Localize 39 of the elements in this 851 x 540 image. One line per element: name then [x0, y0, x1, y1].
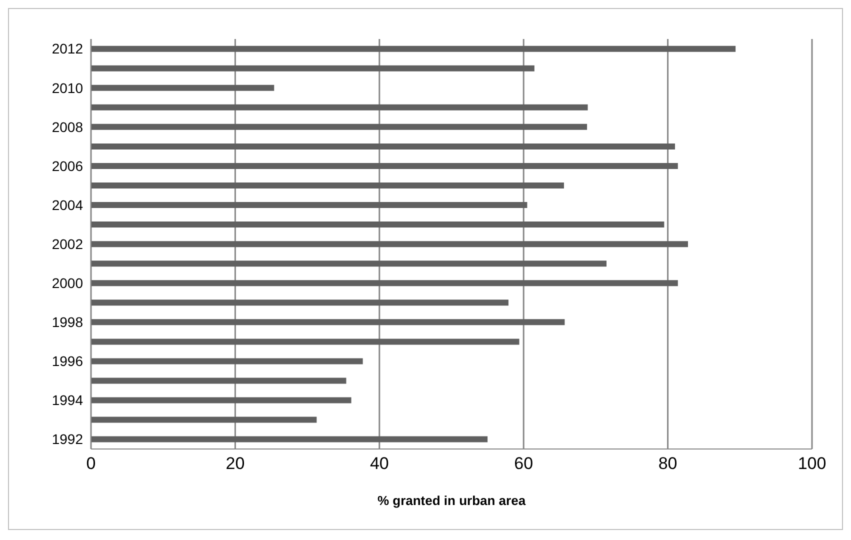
- bar: [91, 378, 346, 384]
- bar: [91, 358, 363, 364]
- bar: [91, 202, 528, 208]
- x-tick-label: 100: [798, 454, 826, 474]
- bar: [91, 241, 688, 248]
- y-tick-label: 2002: [52, 236, 84, 252]
- x-tick-label: 80: [658, 454, 678, 474]
- x-tick-label: 20: [226, 454, 245, 474]
- x-tick-label: 0: [86, 454, 96, 474]
- y-tick-label: 2004: [52, 196, 84, 213]
- bar: [91, 436, 488, 442]
- bar: [91, 84, 274, 91]
- bar: [91, 124, 588, 130]
- y-tick-label: 2008: [52, 118, 84, 135]
- bar: [91, 143, 676, 150]
- y-tick-label: 2000: [52, 275, 84, 292]
- bar: [91, 300, 508, 306]
- x-tick-label: 60: [514, 454, 534, 474]
- bar: [91, 46, 736, 52]
- bar: [91, 338, 520, 345]
- bar: [91, 65, 534, 72]
- bar: [91, 280, 678, 286]
- y-tick-label: 2010: [52, 80, 84, 96]
- y-tick-label: 1992: [52, 431, 84, 448]
- y-tick-label: 1996: [52, 353, 84, 370]
- x-axis-title: % granted in urban area: [377, 493, 526, 508]
- bar: [91, 260, 607, 267]
- x-tick-label: 40: [370, 454, 389, 474]
- bar: [91, 319, 565, 326]
- bar: [91, 162, 678, 169]
- y-tick-label: 2006: [52, 158, 84, 174]
- bar: [91, 182, 564, 188]
- bar: [91, 104, 588, 110]
- y-tick-label: 1994: [52, 392, 84, 408]
- y-tick-label: 1998: [52, 314, 84, 330]
- bar: [91, 397, 352, 404]
- bar: [91, 222, 664, 228]
- bar: [91, 416, 317, 423]
- y-tick-label: 2012: [52, 40, 84, 57]
